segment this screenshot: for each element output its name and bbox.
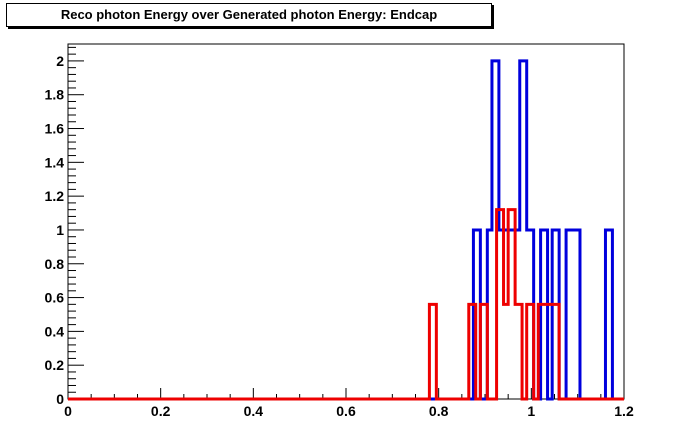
x-tick-label: 0.8: [429, 403, 449, 419]
y-tick-label: 0.2: [45, 357, 65, 373]
histogram-bin: [508, 210, 515, 399]
histogram-bin: [504, 304, 509, 399]
histogram-bin: [605, 230, 612, 399]
y-tick-label: 1: [56, 222, 64, 238]
y-tick-label: 0: [56, 391, 64, 407]
series-group: [68, 59, 624, 401]
ticks-group: [67, 46, 625, 400]
histogram-bin: [527, 304, 534, 399]
histogram-bin: [515, 304, 522, 399]
chart-title: Reco photon Energy over Generated photon…: [6, 3, 492, 27]
y-tick-label: 1.4: [45, 154, 65, 170]
histogram-bin: [469, 304, 476, 399]
histogram-line: [68, 208, 624, 401]
y-tick-label: 0.8: [45, 256, 65, 272]
x-tick-label: 0.4: [244, 403, 264, 419]
histogram-bin: [497, 210, 504, 399]
x-tick-label: 1: [527, 403, 535, 419]
y-tick-label: 1.6: [45, 121, 65, 137]
y-tick-label: 0.4: [45, 323, 65, 339]
histogram-bin: [480, 304, 487, 399]
y-tick-label: 1.2: [45, 188, 65, 204]
histogram-bin: [429, 304, 436, 399]
x-tick-label: 0.6: [336, 403, 356, 419]
y-tick-label: 2: [56, 53, 64, 69]
x-tick-label: 0: [64, 403, 72, 419]
y-tick-label: 0.6: [45, 290, 65, 306]
histogram-bin: [566, 230, 580, 399]
plot-frame-group: [67, 43, 625, 400]
labels-group: 0 0.2 0.4 0.6 0.8 1 1.2 0 0.2 0.4 0.6 0.8 1 1.2 1.4 1.6…: [45, 53, 634, 419]
x-tick-label: 1.2: [614, 403, 634, 419]
y-tick-label: 1.8: [45, 87, 65, 103]
histogram-series: [68, 208, 624, 401]
x-tick-label: 0.2: [151, 403, 171, 419]
histogram-bin: [538, 304, 559, 399]
plot-frame: [67, 43, 625, 400]
